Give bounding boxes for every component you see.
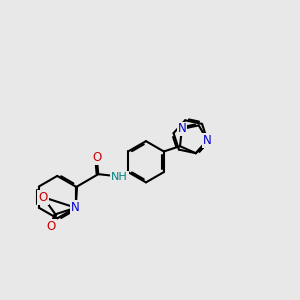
Text: O: O [92, 152, 101, 164]
Text: N: N [203, 134, 212, 147]
Text: N: N [178, 122, 186, 136]
Text: O: O [38, 190, 48, 204]
Text: O: O [47, 220, 56, 233]
Text: N: N [71, 201, 80, 214]
Text: NH: NH [111, 172, 128, 182]
